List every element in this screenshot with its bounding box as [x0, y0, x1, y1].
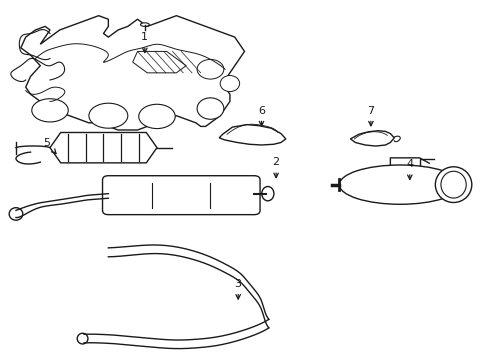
Text: 6: 6 [258, 106, 264, 126]
Ellipse shape [434, 167, 471, 203]
Polygon shape [132, 51, 186, 73]
Text: 5: 5 [43, 138, 56, 154]
Polygon shape [50, 132, 157, 163]
Polygon shape [219, 125, 285, 145]
Polygon shape [21, 16, 244, 130]
Ellipse shape [261, 186, 273, 201]
Ellipse shape [197, 98, 224, 119]
Ellipse shape [9, 208, 23, 220]
Text: 4: 4 [406, 159, 412, 179]
Ellipse shape [339, 165, 460, 204]
Text: 7: 7 [366, 106, 374, 126]
Text: 2: 2 [272, 157, 279, 177]
Ellipse shape [140, 23, 149, 26]
Ellipse shape [139, 104, 175, 129]
Ellipse shape [220, 76, 239, 91]
Ellipse shape [77, 333, 88, 344]
Ellipse shape [32, 99, 68, 122]
Polygon shape [350, 131, 393, 146]
FancyBboxPatch shape [102, 176, 260, 215]
Ellipse shape [89, 103, 127, 128]
Ellipse shape [197, 59, 224, 79]
Text: 3: 3 [234, 279, 241, 299]
Text: 1: 1 [141, 32, 148, 53]
